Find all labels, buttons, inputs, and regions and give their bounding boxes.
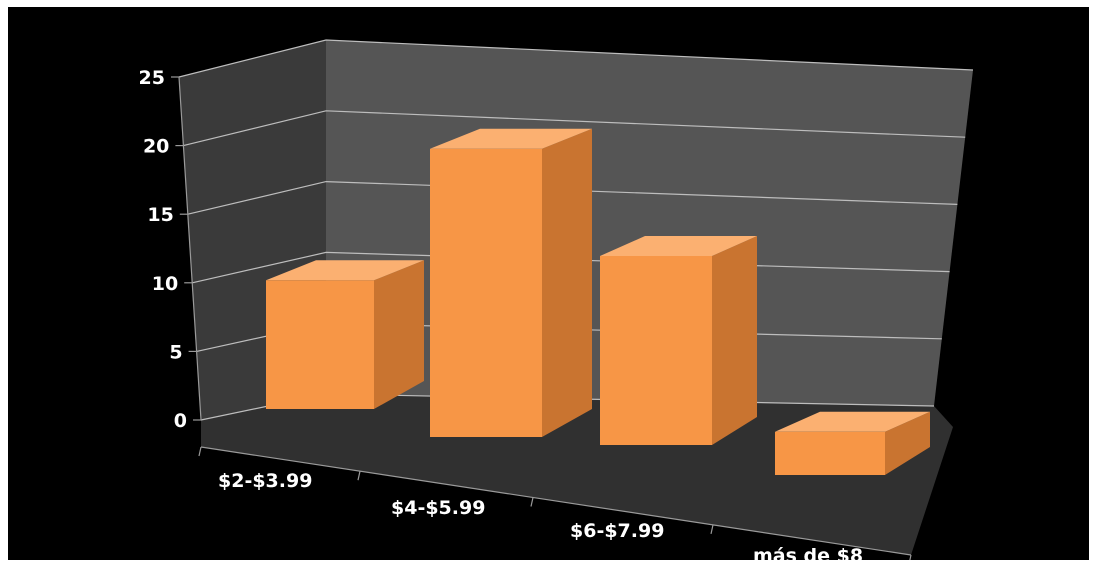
bar-top (266, 260, 424, 281)
bar (775, 411, 930, 475)
y-axis-ticks: 0 5 10 15 20 25 (139, 67, 202, 432)
y-tick-label: 5 (169, 341, 182, 363)
y-tick-label: 10 (152, 273, 178, 295)
bar-top (430, 128, 592, 149)
y-tick-label: 15 (147, 204, 173, 226)
bar-side (542, 128, 592, 438)
x-tick-mark (357, 471, 361, 481)
bar (430, 128, 592, 438)
x-tick-mark (198, 446, 202, 457)
bar-side (374, 260, 424, 409)
y-tick-label: 20 (143, 136, 169, 158)
bar-chart: 0 5 10 15 20 25 $2-$3.99 $4-$5.99 $6-$7.99 más d… (139, 39, 974, 560)
bar-side (885, 411, 930, 475)
bar-top (600, 236, 757, 256)
y-tick-label: 0 (174, 410, 187, 432)
y-tick-label: 25 (139, 67, 165, 89)
y-axis-line (178, 76, 202, 421)
gridline-20 (183, 110, 966, 147)
bar (600, 236, 757, 445)
bar-front (266, 280, 374, 409)
bar-front (600, 256, 712, 445)
x-tick-mark (530, 497, 534, 507)
x-category-label: más de $8 (753, 545, 863, 560)
bar (266, 260, 424, 409)
x-axis-line (200, 446, 912, 556)
x-axis-labels: $2-$3.99 $4-$5.99 $6-$7.99 más de $8 (198, 446, 912, 560)
x-tick-mark (710, 524, 714, 535)
bar-front (775, 431, 885, 475)
x-category-label: $4-$5.99 (391, 497, 485, 519)
chart-frame: 0 5 10 15 20 25 $2-$3.99 $4-$5.99 $6-$7.99 más d… (8, 7, 1089, 560)
bar-top (775, 411, 930, 432)
chart-floor (201, 394, 953, 555)
x-category-label: $6-$7.99 (570, 520, 664, 542)
gridline-25 (178, 39, 974, 78)
bar-front (430, 148, 542, 438)
bar-side (712, 236, 757, 445)
gridline-15 (187, 180, 958, 215)
bars (266, 128, 930, 475)
x-tick-mark (909, 554, 912, 560)
x-category-label: $2-$3.99 (218, 470, 312, 492)
